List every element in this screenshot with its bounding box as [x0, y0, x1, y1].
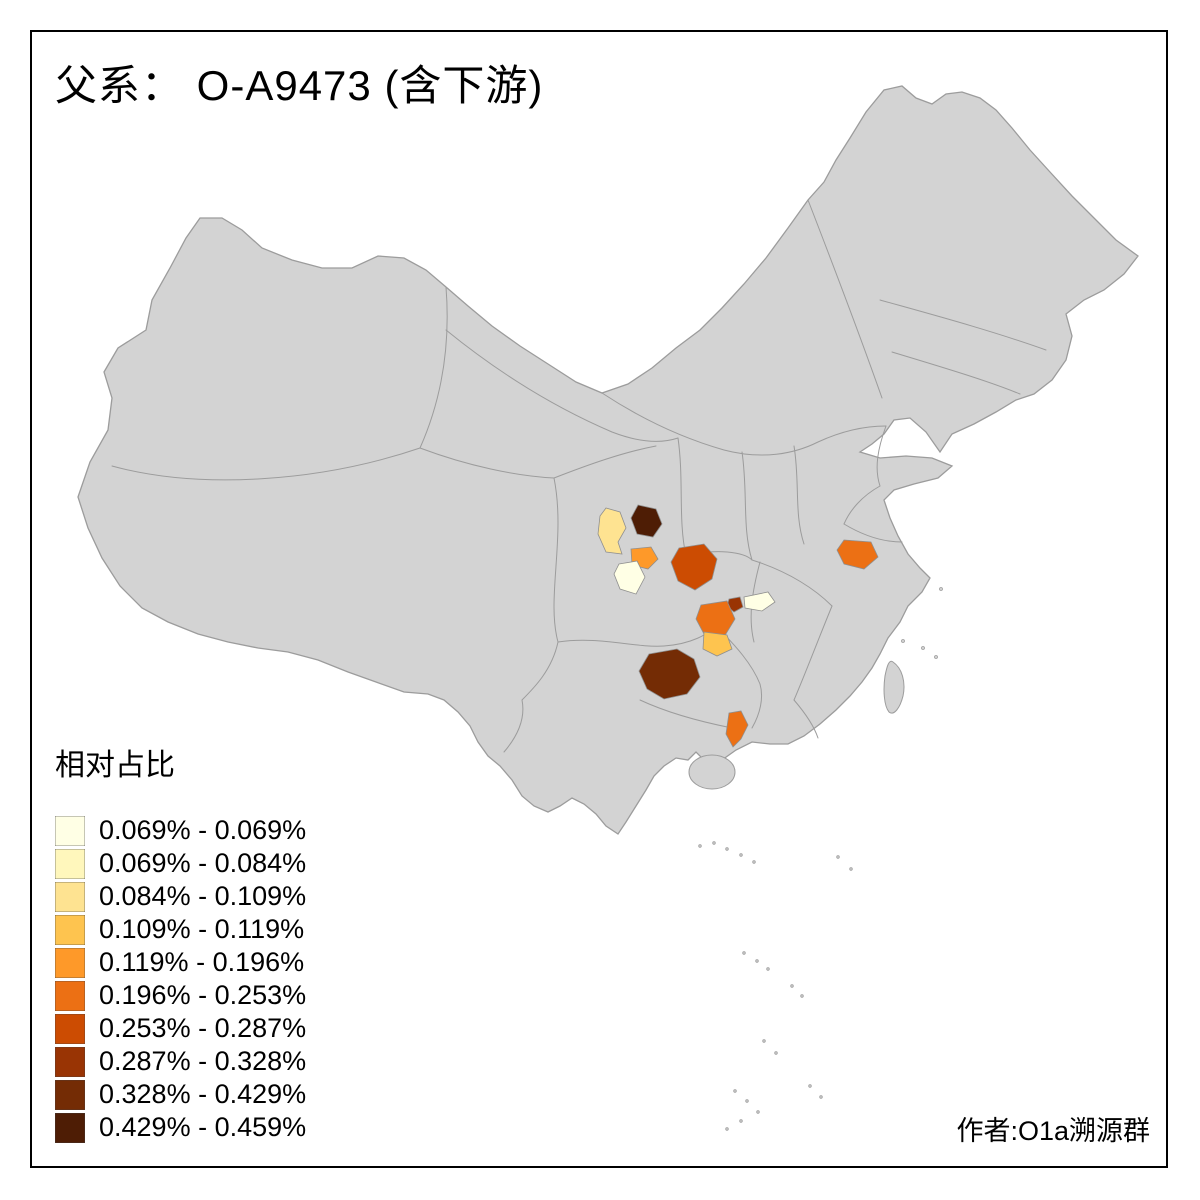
legend-label: 0.069% - 0.084% — [99, 848, 307, 878]
highlight-region-12 — [725, 710, 749, 748]
legend-swatch — [55, 914, 85, 945]
map-title: 父系： O-A9473 (含下游) — [55, 62, 544, 109]
south-china-sea-islets — [698, 587, 943, 1131]
legend-label: 0.429% - 0.459% — [99, 1112, 307, 1142]
taiwan-island — [883, 660, 905, 714]
legend-item: 0.196% - 0.253% — [55, 979, 306, 1012]
legend-title: 相对占比 — [55, 749, 175, 782]
legend-swatch — [55, 980, 85, 1011]
highlight-region-11 — [638, 648, 701, 700]
legend-label: 0.287% - 0.328% — [99, 1046, 307, 1076]
legend-swatch — [55, 1046, 85, 1077]
legend: 相对占比 0.069% - 0.069% 0.069% - 0.084% 0.0… — [55, 740, 306, 1144]
legend-swatch — [55, 881, 85, 912]
highlight-region-6 — [836, 539, 879, 570]
highlight-region-4 — [613, 560, 646, 595]
legend-swatch — [55, 1079, 85, 1110]
legend-item: 0.084% - 0.109% — [55, 880, 306, 913]
legend-swatch — [55, 848, 85, 879]
legend-label: 0.119% - 0.196% — [99, 947, 305, 977]
highlight-region-8 — [743, 591, 776, 612]
legend-item: 0.253% - 0.287% — [55, 1012, 306, 1045]
legend-item: 0.069% - 0.069% — [55, 814, 306, 847]
legend-item: 0.287% - 0.328% — [55, 1045, 306, 1078]
legend-label: 0.328% - 0.429% — [99, 1079, 307, 1109]
legend-swatch — [55, 1013, 85, 1044]
highlight-region-2 — [630, 504, 663, 538]
legend-swatch — [55, 815, 85, 846]
author-credit: 作者:O1a溯源群 — [956, 1116, 1150, 1146]
legend-swatch — [55, 1112, 85, 1143]
highlight-region-10 — [702, 631, 733, 657]
hainan-island — [688, 754, 736, 790]
legend-label: 0.196% - 0.253% — [99, 980, 307, 1010]
legend-item: 0.069% - 0.084% — [55, 847, 306, 880]
legend-label: 0.069% - 0.069% — [99, 815, 307, 845]
legend-swatch — [55, 947, 85, 978]
highlight-region-1 — [597, 507, 627, 555]
legend-label: 0.084% - 0.109% — [99, 881, 307, 911]
legend-label: 0.109% - 0.119% — [99, 914, 305, 944]
highlight-region-5 — [670, 543, 718, 591]
legend-item: 0.328% - 0.429% — [55, 1078, 306, 1111]
legend-item: 0.119% - 0.196% — [55, 946, 306, 979]
legend-label: 0.253% - 0.287% — [99, 1013, 307, 1043]
china-mainland — [77, 85, 1139, 835]
legend-item: 0.429% - 0.459% — [55, 1111, 306, 1144]
highlight-regions — [597, 504, 879, 748]
legend-item: 0.109% - 0.119% — [55, 913, 306, 946]
